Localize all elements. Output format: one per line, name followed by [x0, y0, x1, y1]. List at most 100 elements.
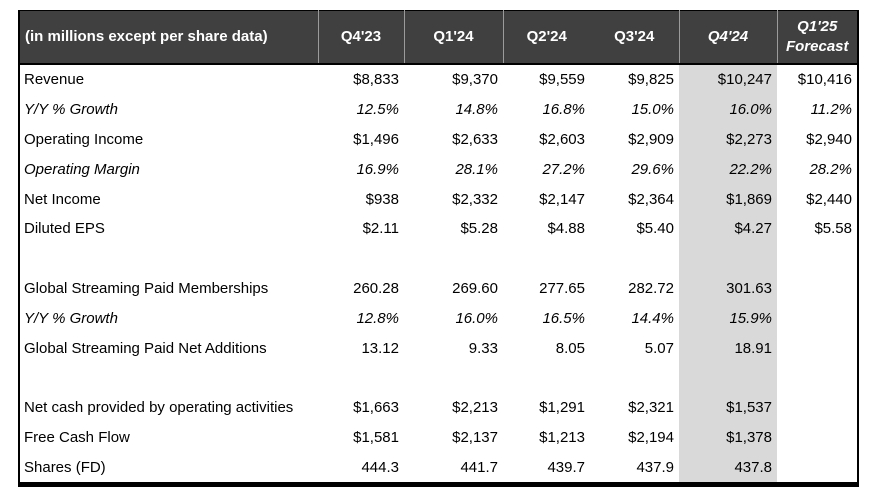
cell-value: 27.2%	[542, 160, 585, 178]
financials-table: (in millions except per share data) Q4'2…	[18, 10, 859, 488]
row-revenue: Revenue $8,833 $9,370 $9,559 $9,825 $10,…	[19, 64, 858, 95]
row-label: Diluted EPS	[24, 220, 105, 238]
cell-value: 277.65	[539, 279, 585, 297]
cell-value	[679, 362, 777, 393]
cell-value: $10,247	[679, 64, 777, 95]
row-operating-margin: Operating Margin 16.9% 28.1% 27.2% 29.6%…	[19, 154, 858, 185]
header-col-q2-24: Q2'24	[502, 10, 590, 64]
row-label: Global Streaming Paid Net Additions	[24, 339, 267, 357]
cell-value: 15.0%	[631, 101, 674, 119]
row-global-streaming-paid-net-additions: Global Streaming Paid Net Additions 13.1…	[19, 333, 858, 363]
cell-value	[590, 244, 679, 274]
row-label: Revenue	[24, 71, 85, 89]
cell-value: 269.60	[452, 279, 498, 297]
table-header: (in millions except per share data) Q4'2…	[19, 10, 858, 64]
cell-value: $2,213	[452, 399, 498, 417]
cell-value	[777, 274, 858, 304]
cell-value: 5.07	[644, 339, 674, 357]
cell-value: $9,825	[628, 71, 674, 89]
cell-value: 260.28	[353, 279, 399, 297]
cell-value: 9.33	[468, 339, 498, 357]
row-spacer	[19, 362, 858, 393]
header-col-q1-25-forecast: Q1'25 Forecast	[776, 10, 858, 64]
cell-value: $1,663	[353, 399, 399, 417]
cell-value: 437.8	[679, 452, 777, 485]
cell-value	[503, 363, 590, 393]
cell-value	[318, 244, 404, 274]
cell-value: 16.9%	[356, 160, 399, 178]
header-col-q4-24: Q4'24	[678, 10, 777, 64]
cell-value	[404, 363, 503, 393]
cell-value: 16.8%	[542, 101, 585, 119]
cell-value: $1,537	[679, 392, 777, 423]
row-label: Net Income	[24, 190, 101, 208]
cell-value: 282.72	[628, 279, 674, 297]
row-label: Y/Y % Growth	[24, 309, 118, 327]
row-label: Operating Income	[24, 130, 144, 148]
cell-value: 22.2%	[679, 154, 777, 185]
cell-value: 28.1%	[455, 160, 498, 178]
cell-value: 301.63	[679, 273, 777, 304]
cell-value: 14.8%	[455, 101, 498, 119]
cell-value: $2,603	[539, 130, 585, 148]
cell-value	[679, 243, 777, 274]
cell-value: 18.91	[679, 333, 777, 363]
cell-value: $2,633	[452, 130, 498, 148]
row-net-cash-operating-activities: Net cash provided by operating activitie…	[19, 392, 858, 423]
cell-value	[777, 423, 858, 453]
cell-value: $2,909	[628, 130, 674, 148]
row-label: Net cash provided by operating activitie…	[24, 399, 294, 417]
cell-value: $2,940	[806, 130, 852, 148]
cell-value: $2,321	[628, 399, 674, 417]
cell-value: $2,440	[806, 190, 852, 208]
row-label: Y/Y % Growth	[24, 101, 118, 119]
row-free-cash-flow: Free Cash Flow $1,581 $2,137 $1,213 $2,1…	[19, 422, 858, 453]
cell-value: $8,833	[353, 71, 399, 89]
cell-value: $9,370	[452, 71, 498, 89]
row-label: Global Streaming Paid Memberships	[24, 279, 269, 297]
header-units-label: (in millions except per share data)	[19, 10, 318, 64]
row-memberships-yy-growth: Y/Y % Growth 12.8% 16.0% 16.5% 14.4% 15.…	[19, 303, 858, 334]
cell-value	[318, 363, 404, 393]
cell-value: 8.05	[555, 339, 585, 357]
cell-value: $2,273	[679, 124, 777, 155]
cell-value	[503, 244, 590, 274]
cell-value	[590, 363, 679, 393]
cell-value: $1,869	[679, 184, 777, 214]
cell-value: $4.88	[547, 220, 585, 238]
cell-value: 16.0%	[679, 94, 777, 125]
cell-value	[404, 244, 503, 274]
header-col-q3-24: Q3'24	[590, 10, 679, 64]
row-label: Operating Margin	[24, 160, 140, 178]
cell-value: $2,332	[452, 190, 498, 208]
cell-value	[777, 393, 858, 423]
cell-value: 11.2%	[810, 101, 852, 119]
cell-value: $5.40	[636, 220, 674, 238]
row-diluted-eps: Diluted EPS $2.11 $5.28 $4.88 $5.40 $4.2…	[19, 213, 858, 244]
cell-value: $10,416	[797, 71, 852, 89]
cell-value: 16.0%	[455, 309, 498, 327]
cell-value	[777, 333, 858, 363]
table-body: Revenue $8,833 $9,370 $9,559 $9,825 $10,…	[19, 64, 858, 485]
cell-value: $5.28	[460, 220, 498, 238]
cell-value: $2.11	[362, 220, 399, 238]
row-net-income: Net Income $938 $2,332 $2,147 $2,364 $1,…	[19, 184, 858, 214]
row-operating-income: Operating Income $1,496 $2,633 $2,603 $2…	[19, 124, 858, 155]
cell-value: 437.9	[636, 458, 674, 476]
row-spacer	[19, 243, 858, 274]
cell-value: $1,496	[353, 130, 399, 148]
cell-value: $2,364	[628, 190, 674, 208]
cell-value: 15.9%	[679, 303, 777, 334]
row-label: Free Cash Flow	[24, 428, 130, 446]
header-col-q4-23: Q4'23	[317, 10, 404, 64]
cell-value: 444.3	[361, 458, 399, 476]
cell-value	[777, 244, 858, 274]
cell-value: 14.4%	[631, 309, 674, 327]
cell-value: 28.2%	[809, 160, 852, 178]
cell-value: $938	[365, 190, 399, 208]
cell-value: 13.12	[361, 339, 399, 357]
cell-value	[777, 363, 858, 393]
header-col-q1-24: Q1'24	[403, 10, 503, 64]
cell-value: $2,137	[452, 428, 498, 446]
cell-value: $1,213	[539, 428, 585, 446]
